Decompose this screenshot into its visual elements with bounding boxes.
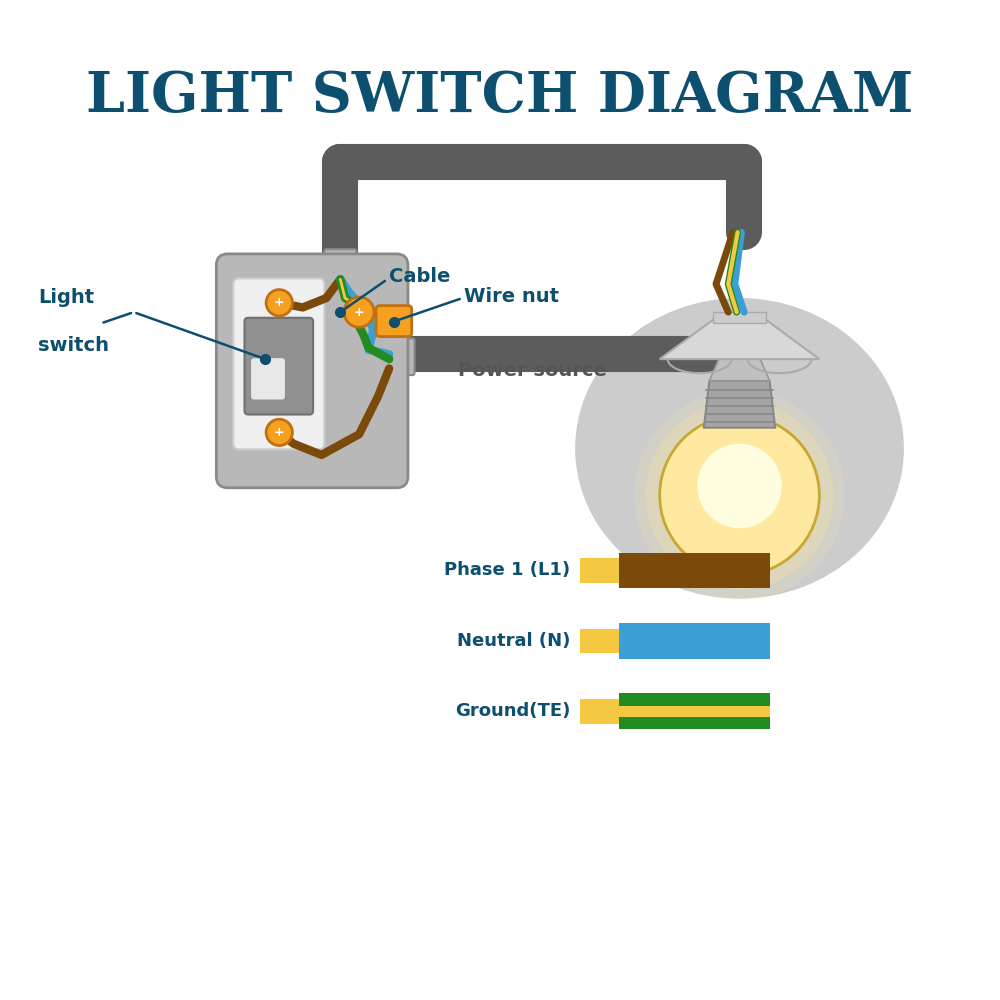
Circle shape <box>266 419 292 446</box>
Circle shape <box>634 390 845 601</box>
Text: Phase 1 (L1): Phase 1 (L1) <box>444 561 570 579</box>
Text: +: + <box>274 296 285 309</box>
Text: Power source: Power source <box>458 361 607 380</box>
FancyBboxPatch shape <box>251 358 285 399</box>
Text: LIGHT SWITCH DIAGRAM: LIGHT SWITCH DIAGRAM <box>86 69 914 124</box>
FancyBboxPatch shape <box>216 254 408 488</box>
Circle shape <box>697 444 782 528</box>
Circle shape <box>344 297 374 327</box>
Circle shape <box>660 415 819 575</box>
Circle shape <box>646 401 833 589</box>
Ellipse shape <box>575 298 904 599</box>
Text: Neutral (N): Neutral (N) <box>457 632 570 650</box>
FancyBboxPatch shape <box>580 699 619 724</box>
FancyBboxPatch shape <box>387 338 415 375</box>
FancyBboxPatch shape <box>580 558 619 583</box>
FancyBboxPatch shape <box>619 553 770 588</box>
Text: +: + <box>354 306 364 319</box>
FancyBboxPatch shape <box>324 249 356 276</box>
Text: Wire nut: Wire nut <box>464 287 559 306</box>
Text: +: + <box>274 426 285 439</box>
Polygon shape <box>704 381 775 428</box>
FancyBboxPatch shape <box>245 318 313 415</box>
Circle shape <box>660 415 819 575</box>
FancyBboxPatch shape <box>580 629 619 653</box>
Polygon shape <box>709 359 770 381</box>
FancyBboxPatch shape <box>376 306 412 337</box>
Circle shape <box>266 290 292 316</box>
FancyBboxPatch shape <box>619 706 770 717</box>
Text: Cable: Cable <box>389 267 451 286</box>
FancyBboxPatch shape <box>713 312 766 323</box>
Text: switch: switch <box>38 336 109 355</box>
FancyBboxPatch shape <box>233 278 324 449</box>
Polygon shape <box>660 320 819 359</box>
Text: Ground(TE): Ground(TE) <box>455 702 570 720</box>
FancyBboxPatch shape <box>619 623 770 659</box>
Text: Light: Light <box>38 288 94 307</box>
FancyBboxPatch shape <box>619 693 770 729</box>
